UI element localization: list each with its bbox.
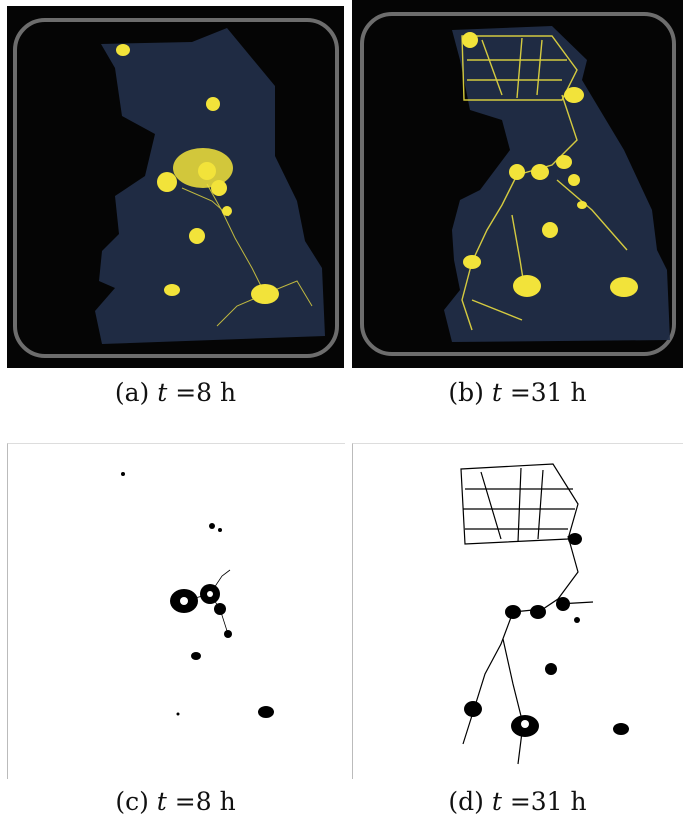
binarized-image-31h	[460, 463, 629, 765]
caption-c: (c) t =8 h	[115, 787, 236, 816]
caption-d: (d) t =31 h	[448, 787, 587, 816]
food-sources	[462, 32, 638, 297]
petri-dish-rim	[13, 18, 339, 358]
caption-b: (b) t =31 h	[448, 378, 587, 407]
binarized-image-8h	[121, 472, 274, 718]
panel-a-photo	[7, 6, 344, 368]
panel-b-photo	[352, 0, 683, 368]
binary-blobs	[121, 472, 274, 718]
panel-c-binary	[7, 443, 345, 779]
caption-a: (a) t =8 h	[114, 378, 237, 407]
binary-network	[183, 569, 231, 635]
petri-dish-rim	[360, 12, 676, 356]
food-sources	[116, 44, 279, 304]
panel-d-binary	[352, 443, 683, 779]
slime-mold-photo-31h	[360, 12, 676, 356]
map-region	[444, 26, 670, 342]
slime-mold-photo-8h	[13, 18, 339, 358]
binary-blobs	[464, 533, 629, 737]
binary-network	[460, 463, 594, 765]
